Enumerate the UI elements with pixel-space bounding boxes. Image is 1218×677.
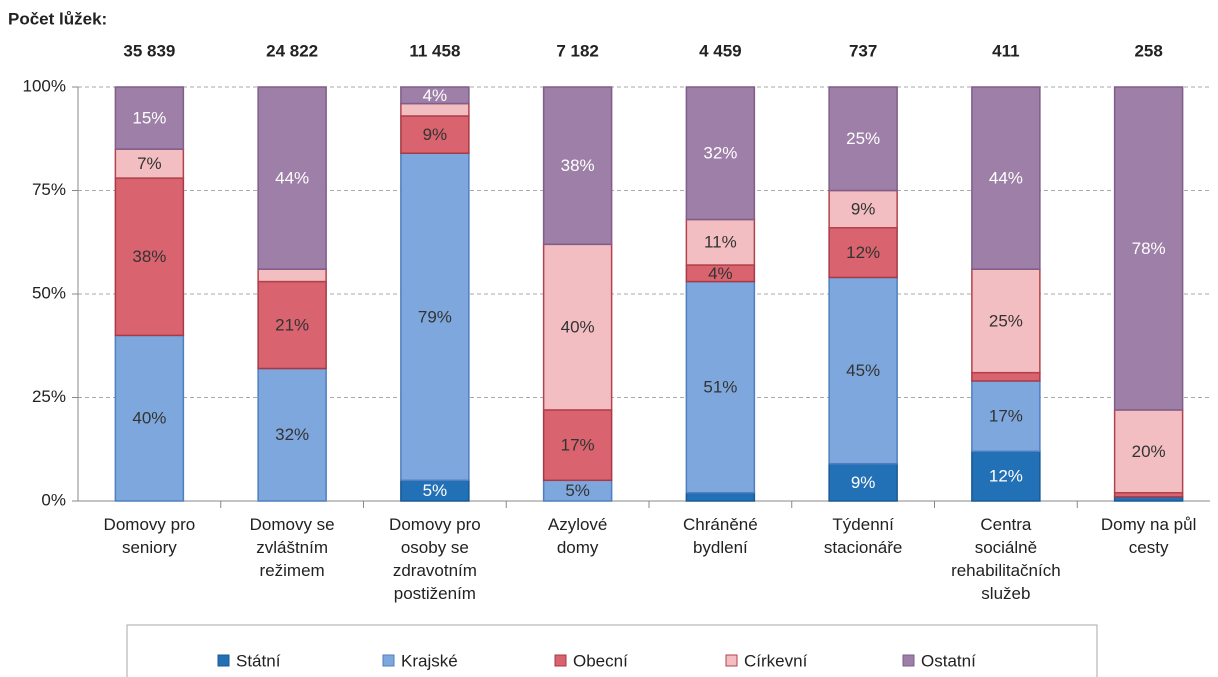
bed-count: 411 [992, 41, 1019, 60]
bed-count: 4 459 [699, 41, 742, 60]
data-label: 5% [423, 481, 448, 500]
data-label: 40% [561, 318, 595, 337]
bar-segment [685, 218, 756, 266]
bar-segment [1113, 86, 1184, 411]
data-label: 32% [703, 144, 737, 163]
bar-segment [542, 409, 613, 482]
legend-marker [217, 654, 230, 667]
y-tick-label: 100% [23, 76, 66, 95]
bed-count: 24 822 [266, 41, 318, 60]
data-label: 25% [846, 129, 880, 148]
bar-segment [400, 86, 470, 105]
bar-segment [257, 367, 327, 502]
data-label: 44% [275, 169, 309, 188]
bar-segment [400, 115, 470, 154]
data-label: 78% [1132, 239, 1166, 258]
legend-label: Státní [236, 651, 281, 670]
x-tick-label: Domovy se zvláštním režimem [250, 515, 335, 580]
bar-segment [542, 86, 613, 246]
bar-segment [257, 280, 327, 370]
data-label: 7% [137, 154, 162, 173]
data-label: 40% [132, 409, 166, 428]
x-tick-label: Domy na půl cesty [1101, 515, 1196, 557]
legend-marker [725, 654, 738, 667]
x-tick-label: Azylové domy [548, 515, 608, 557]
bar-segment [400, 102, 470, 117]
data-label: 12% [989, 467, 1023, 486]
data-label: 38% [561, 156, 595, 175]
legend-marker [902, 654, 915, 667]
data-label: 9% [423, 125, 448, 144]
bed-count: 7 182 [556, 41, 599, 60]
bar-segment [257, 86, 327, 270]
heading: Počet lůžek: [8, 9, 107, 28]
bar-segment [971, 86, 1041, 270]
data-label: 17% [989, 407, 1023, 426]
y-tick-label: 25% [32, 387, 66, 406]
data-label: 9% [851, 200, 876, 219]
data-label: 5% [565, 481, 590, 500]
legend-marker [382, 654, 395, 667]
data-label: 32% [275, 425, 309, 444]
bar-segment [114, 334, 185, 502]
legend-label: Krajské [401, 651, 458, 670]
bar-segment [828, 227, 898, 279]
legend-label: Ostatní [921, 651, 976, 670]
x-tick-label: Týdenní stacionáře [824, 515, 902, 557]
data-label: 12% [846, 243, 880, 262]
legend-marker [554, 654, 567, 667]
data-label: 38% [132, 247, 166, 266]
bar-segment [1113, 409, 1184, 494]
legend-label: Obecní [573, 651, 628, 670]
legend-box [126, 624, 1098, 677]
bar-segment [114, 86, 185, 150]
bar-segment [828, 86, 898, 192]
data-label: 9% [851, 473, 876, 492]
data-label: 79% [418, 307, 452, 326]
bed-count: 35 839 [123, 41, 175, 60]
data-label: 51% [703, 378, 737, 397]
y-tick-label: 50% [32, 283, 66, 302]
bed-count: 737 [849, 41, 877, 60]
bed-count: 11 458 [409, 41, 460, 60]
x-tick-label: Chráněné bydlení [683, 515, 758, 557]
data-label: 44% [989, 169, 1023, 188]
y-tick-label: 75% [32, 180, 66, 199]
data-label: 17% [561, 436, 595, 455]
bar-segment [828, 276, 898, 465]
bar-segment [971, 371, 1041, 382]
x-tick-label: Domovy pro seniory [104, 515, 196, 557]
data-label: 4% [423, 86, 448, 105]
x-tick-label: Domovy pro osoby se zdravotním postižením [389, 515, 481, 603]
data-label: 11% [704, 233, 737, 252]
bar-segment [685, 86, 756, 221]
bar-segment [828, 462, 898, 502]
data-label: 20% [1132, 442, 1166, 461]
legend-label: Církevní [744, 651, 808, 670]
bar-segment [685, 491, 756, 502]
bar-segment [257, 268, 327, 283]
data-label: 45% [846, 361, 880, 380]
x-tick-label: Centra sociálně rehabilitačních služeb [951, 515, 1061, 603]
bar-segment [400, 152, 470, 482]
data-label: 4% [708, 264, 733, 283]
bar-segment [971, 450, 1041, 502]
y-tick-label: 0% [41, 490, 66, 509]
bar-segment [685, 280, 756, 494]
data-label: 21% [275, 316, 309, 335]
bed-count: 258 [1134, 41, 1162, 60]
data-label: 15% [132, 109, 166, 128]
bar-segment [971, 380, 1041, 453]
data-label: 25% [989, 311, 1023, 330]
